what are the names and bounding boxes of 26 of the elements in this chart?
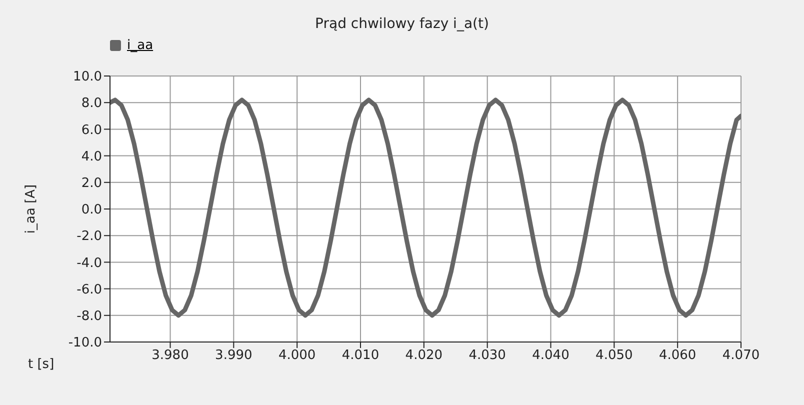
x-tick-label: 3.990 <box>215 348 252 364</box>
y-tick-label: 10.0 <box>73 70 102 85</box>
chart-title: Prąd chwilowy fazy i_a(t) <box>314 16 490 32</box>
x-tick-label: 4.050 <box>596 348 633 364</box>
y-axis-title: i_aa [A] <box>24 184 39 234</box>
x-tick-label: 4.070 <box>722 348 760 364</box>
y-tick-label: 8.0 <box>81 96 102 112</box>
y-tick-label: 0.0 <box>81 202 102 218</box>
y-tick-label: 6.0 <box>81 122 102 138</box>
legend-label: i_aa <box>127 38 154 53</box>
x-tick-label: 4.030 <box>468 348 506 364</box>
y-tick-label: -10.0 <box>68 336 102 351</box>
y-tick-label: -4.0 <box>76 256 102 271</box>
y-tick-label: 2.0 <box>81 176 102 192</box>
x-tick-label: 4.010 <box>342 348 380 364</box>
x-tick-label: 4.020 <box>405 348 443 364</box>
x-tick-label: 4.060 <box>658 348 696 364</box>
y-tick-label: 4.0 <box>81 149 102 164</box>
x-tick-label: 3.980 <box>152 348 189 364</box>
x-tick-label: 4.040 <box>532 348 570 364</box>
y-tick-label: -2.0 <box>76 229 102 244</box>
line-series <box>110 98 741 318</box>
x-axis-title: t [s] <box>28 357 54 372</box>
x-tick-label: 4.000 <box>278 348 316 364</box>
y-tick-label: -6.0 <box>76 282 102 298</box>
y-tick-label: -8.0 <box>76 309 102 324</box>
